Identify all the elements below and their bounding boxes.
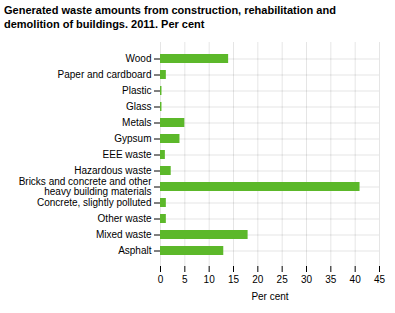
svg-text:45: 45 — [374, 273, 386, 284]
svg-text:Hazardous waste: Hazardous waste — [74, 165, 152, 176]
svg-text:25: 25 — [277, 273, 289, 284]
svg-text:20: 20 — [252, 273, 264, 284]
svg-text:30: 30 — [301, 273, 313, 284]
svg-text:Paper and cardboard: Paper and cardboard — [58, 69, 152, 80]
svg-text:15: 15 — [228, 273, 240, 284]
svg-text:Other waste: Other waste — [98, 213, 152, 224]
svg-text:40: 40 — [350, 273, 362, 284]
svg-text:0: 0 — [158, 273, 164, 284]
svg-text:35: 35 — [325, 273, 337, 284]
svg-text:EEE waste: EEE waste — [103, 149, 152, 160]
svg-text:10: 10 — [204, 273, 216, 284]
svg-text:Metals: Metals — [122, 117, 151, 128]
svg-text:Gypsum: Gypsum — [114, 133, 151, 144]
svg-text:Glass: Glass — [126, 101, 152, 112]
svg-text:Mixed waste: Mixed waste — [96, 229, 152, 240]
svg-text:5: 5 — [182, 273, 188, 284]
svg-text:Wood: Wood — [126, 53, 152, 64]
svg-text:Per cent: Per cent — [251, 290, 288, 301]
svg-text:Plastic: Plastic — [122, 85, 151, 96]
svg-text:Asphalt: Asphalt — [118, 245, 152, 256]
svg-text:Concrete, slightly polluted: Concrete, slightly polluted — [37, 197, 152, 208]
html-text:Generated waste amounts from c: Generated waste amounts from constructio… — [4, 4, 336, 31]
svg-text:Bricks and concrete and otherh: Bricks and concrete and otherheavy build… — [19, 176, 153, 197]
